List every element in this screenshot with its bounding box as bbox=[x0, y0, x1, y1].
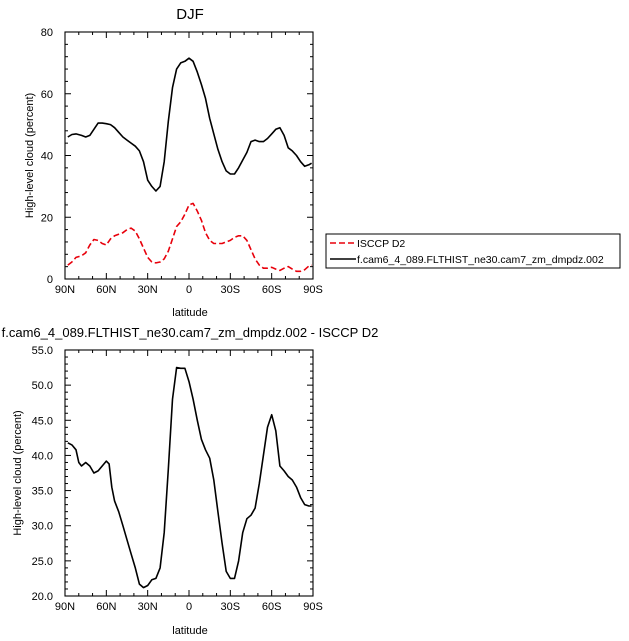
bottom-series-line-0 bbox=[67, 366, 312, 589]
bottom-y-tick-label: 25.0 bbox=[32, 556, 53, 568]
bottom-y-tick-label: 45.0 bbox=[32, 415, 53, 427]
bottom-x-axis-label: latitude bbox=[172, 625, 207, 637]
bottom-x-tick-labels: 90N 60N 30N 0 30S 60S 90S bbox=[55, 601, 323, 613]
top-series-line-1 bbox=[67, 57, 313, 192]
top-x-tick-label: 0 bbox=[186, 284, 192, 296]
bottom-plot-frame bbox=[64, 349, 314, 597]
top-x-tick-label: 60N bbox=[96, 284, 116, 296]
top-plot-area bbox=[64, 31, 314, 280]
bottom-y-tick-label: 20.0 bbox=[32, 591, 53, 603]
legend-label-model: f.cam6_4_089.FLTHIST_ne30.cam7_zm_dmpdz.… bbox=[357, 254, 604, 266]
bottom-y-tick-label: 40.0 bbox=[32, 450, 53, 462]
top-series-line-0 bbox=[67, 202, 312, 273]
bottom-series bbox=[67, 366, 312, 589]
top-x-axis-label: latitude bbox=[172, 307, 207, 319]
top-y-tick-label: 20 bbox=[41, 212, 53, 224]
bottom-x-tick-label: 0 bbox=[186, 601, 192, 613]
top-y-tick-labels: 0 20 40 60 80 bbox=[41, 27, 53, 286]
bottom-x-tick-label: 30N bbox=[138, 601, 158, 613]
bottom-x-tick-label: 90S bbox=[303, 601, 323, 613]
top-series bbox=[67, 57, 313, 273]
top-chart: DJF 90N 60N 30N 0 30S 60S 90S 0 20 40 60 80 latitu… bbox=[24, 6, 621, 319]
legend-label-isccp: ISCCP D2 bbox=[357, 238, 405, 250]
bottom-x-tick-label: 60N bbox=[96, 601, 116, 613]
bottom-y-tick-label: 50.0 bbox=[32, 380, 53, 392]
bottom-x-tick-label: 90N bbox=[55, 601, 75, 613]
top-x-tick-label: 90S bbox=[303, 284, 323, 296]
top-y-tick-label: 60 bbox=[41, 89, 53, 101]
top-chart-title: DJF bbox=[176, 6, 204, 23]
top-x-tick-label: 30N bbox=[138, 284, 158, 296]
top-y-tick-label: 0 bbox=[47, 274, 53, 286]
bottom-ticks bbox=[64, 349, 314, 597]
top-x-tick-label: 60S bbox=[262, 284, 282, 296]
top-y-tick-label: 80 bbox=[41, 27, 53, 39]
bottom-y-tick-label: 55.0 bbox=[32, 345, 53, 357]
top-legend: ISCCP D2 f.cam6_4_089.FLTHIST_ne30.cam7_… bbox=[325, 233, 621, 269]
top-x-tick-labels: 90N 60N 30N 0 30S 60S 90S bbox=[55, 284, 323, 296]
bottom-x-tick-label: 60S bbox=[262, 601, 282, 613]
top-plot-frame bbox=[64, 31, 314, 280]
bottom-y-axis-label: High-level cloud (percent) bbox=[12, 410, 24, 535]
bottom-chart: f.cam6_4_089.FLTHIST_ne30.cam7_zm_dmpdz.… bbox=[2, 325, 379, 637]
top-x-tick-label: 90N bbox=[55, 284, 75, 296]
top-y-tick-label: 40 bbox=[41, 151, 53, 163]
bottom-y-tick-label: 35.0 bbox=[32, 486, 53, 498]
bottom-x-tick-label: 30S bbox=[221, 601, 241, 613]
bottom-plot-area bbox=[64, 349, 314, 597]
legend-box bbox=[325, 233, 621, 269]
bottom-y-tick-labels: 20.0 25.0 30.0 35.0 40.0 45.0 50.0 55.0 bbox=[32, 345, 53, 603]
bottom-y-tick-label: 30.0 bbox=[32, 521, 53, 533]
bottom-chart-title: f.cam6_4_089.FLTHIST_ne30.cam7_zm_dmpdz.… bbox=[2, 325, 379, 340]
top-ticks bbox=[64, 31, 314, 280]
top-y-axis-label: High-level cloud (percent) bbox=[24, 93, 36, 218]
top-x-tick-label: 30S bbox=[221, 284, 241, 296]
